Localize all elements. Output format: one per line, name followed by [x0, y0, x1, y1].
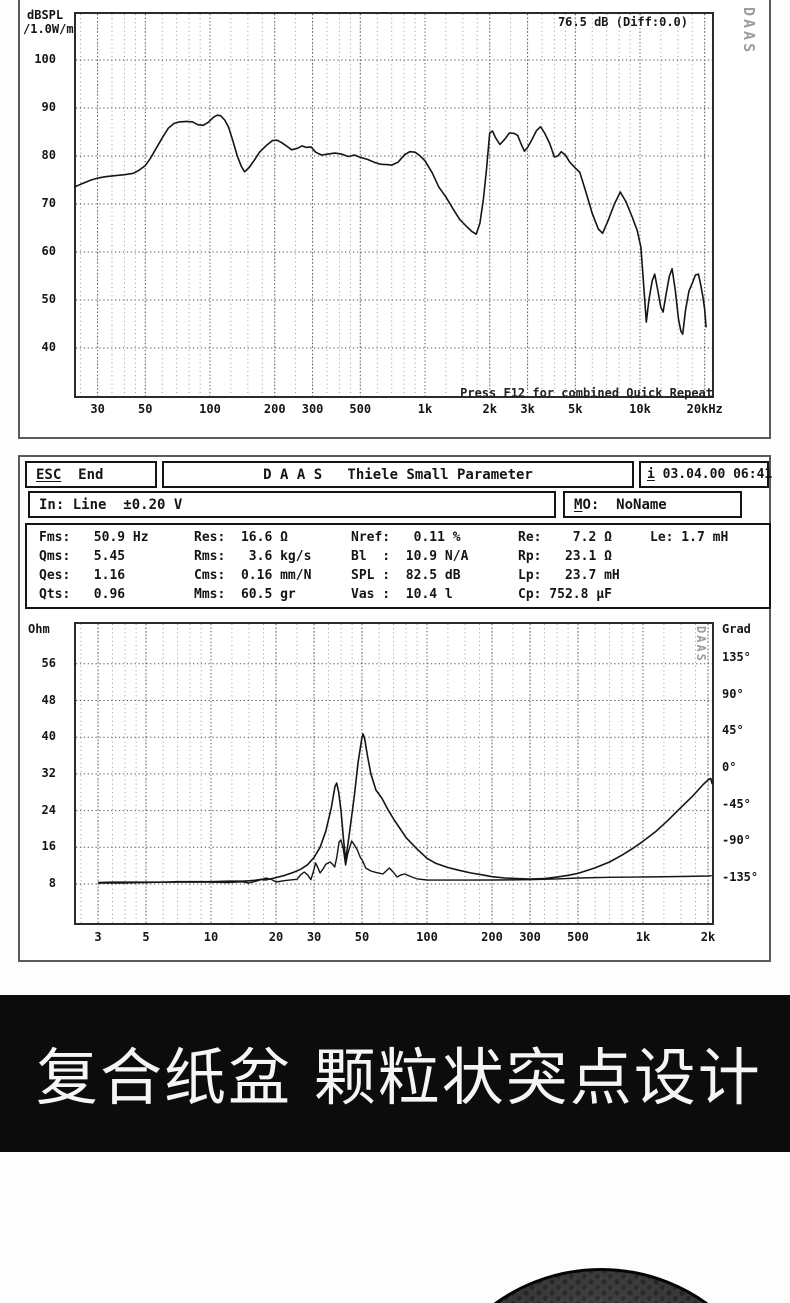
tsp-cell-r2-c1: Cms: 0.16 mm/N: [194, 568, 312, 583]
model-label: O:: [582, 496, 617, 513]
spl-y-tick-40: 40: [41, 340, 56, 354]
impedance-phase-tick-135: 135°: [722, 649, 751, 664]
spl-y-tick-80: 80: [41, 148, 56, 162]
spl-x-tick-20kHz: 20kHz: [686, 402, 723, 416]
impedance-plot: [74, 622, 714, 925]
spl-y-axis-title-line1: dBSPL: [27, 8, 64, 22]
impedance-x-tick-2k: 2k: [700, 930, 716, 944]
impedance-x-tick-300: 300: [519, 930, 541, 944]
impedance-phase-tick--90: -90°: [722, 833, 751, 848]
info-datetime-box: i 03.04.00 06:41: [639, 461, 773, 488]
impedance-x-tick-5: 5: [142, 930, 150, 944]
impedance-phase-tick-90: 90°: [722, 686, 744, 701]
impedance-phase-tick--135: -135°: [722, 870, 759, 885]
tsp-cell-r3-c0: Qts: 0.96: [39, 587, 126, 602]
tsp-cell-r1-c2: Bl : 10.9 N/A: [351, 549, 469, 564]
tsp-cell-r1-c1: Rms: 3.6 kg/s: [194, 549, 312, 564]
tsp-cell-r1-c4: [650, 547, 769, 566]
model-key-label: M: [574, 496, 583, 513]
spl-y-axis-title-line2: /1.0W/m: [23, 22, 74, 36]
tsp-cell-r0-c0: Fms: 50.9 Hz: [39, 530, 149, 545]
tsp-cell-r2-c3: Lp: 23.7 mH: [518, 568, 620, 583]
spl-x-tick-50: 50: [138, 402, 153, 416]
impedance-ohm-tick-8: 8: [48, 876, 56, 890]
info-key-label: i: [647, 467, 655, 482]
spl-y-tick-70: 70: [41, 196, 56, 210]
spl-y-tick-100: 100: [34, 52, 56, 66]
impedance-x-tick-50: 50: [354, 930, 370, 944]
tsp-cell-r0-c4: Le: 1.7 mH: [650, 530, 729, 545]
spl-x-tick-300: 300: [301, 402, 324, 416]
impedance-phase-tick--45: -45°: [722, 796, 751, 811]
spl-x-tick-30: 30: [90, 402, 105, 416]
tsp-cell-r1-c0: Qms: 5.45: [39, 549, 126, 564]
end-label: End: [61, 466, 104, 483]
tsp-cell-r0-c3: Re: 7.2 Ω: [518, 530, 612, 545]
tsp-cell-r2-c4: [650, 566, 769, 585]
impedance-y-left-title: Ohm: [28, 622, 50, 636]
tsp-cell-r2-c2: SPL : 82.5 dB: [351, 568, 461, 583]
impedance-x-tick-500: 500: [567, 930, 589, 944]
impedance-ohm-tick-16: 16: [41, 839, 56, 854]
tsp-title: D A A S Thiele Small Parameter: [263, 466, 533, 483]
feature-banner-text: 复合纸盆 颗粒状突点设计: [36, 1040, 762, 1114]
impedance-x-tick-30: 30: [306, 930, 322, 944]
tsp-cell-r3-c4: [650, 585, 769, 604]
impedance-ohm-tick-48: 48: [41, 692, 56, 707]
impedance-ohm-tick-24: 24: [41, 802, 56, 817]
impedance-x-tick-100: 100: [416, 930, 438, 944]
spl-chart-panel: [18, 0, 771, 439]
esc-end-box: ESC End: [25, 461, 157, 488]
spl-x-tick-1k: 1k: [417, 402, 433, 416]
tsp-cell-r1-c3: Rp: 23.1 Ω: [518, 549, 612, 564]
input-mode-box: In: Line ±0.20 V: [28, 491, 556, 518]
info-datetime: 03.04.00 06:41: [654, 467, 773, 482]
impedance-ohm-tick-32: 32: [41, 765, 56, 780]
impedance-x-tick-1k: 1k: [635, 930, 651, 944]
impedance-x-tick-200: 200: [481, 930, 503, 944]
impedance-phase-tick-45: 45°: [722, 723, 744, 738]
spl-x-tick-500: 500: [349, 402, 372, 416]
tsp-cell-r0-c1: Res: 16.6 Ω: [194, 530, 288, 545]
tsp-cell-r2-c0: Qes: 1.16: [39, 568, 126, 583]
impedance-y-right-title: Grad: [722, 622, 751, 636]
speaker-cone-image: [419, 1268, 783, 1303]
esc-key-label: ESC: [36, 466, 62, 483]
spl-x-tick-2k: 2k: [482, 402, 497, 416]
impedance-x-tick-3: 3: [94, 930, 102, 944]
spl-y-tick-50: 50: [41, 292, 56, 306]
spl-plot: [74, 12, 714, 398]
thiele-small-parameter-table: Fms: 50.9 Hz Res: 16.6 Ω Nref: 0.11 % Re: 7…: [25, 523, 771, 609]
impedance-ohm-tick-40: 40: [41, 729, 56, 744]
daas-watermark-impedance: DAAS: [694, 626, 708, 663]
model-value: NoName: [616, 496, 667, 513]
tsp-cell-r0-c2: Nref: 0.11 %: [351, 530, 461, 545]
model-name-box: M O: NoName: [563, 491, 742, 518]
spl-y-tick-90: 90: [41, 100, 56, 114]
spl-x-tick-100: 100: [199, 402, 221, 416]
tsp-cell-r3-c3: Cp: 752.8 µF: [518, 587, 612, 602]
impedance-phase-tick-0: 0°: [722, 760, 737, 774]
impedance-x-tick-20: 20: [268, 930, 284, 944]
spl-x-tick-3k: 3k: [520, 402, 535, 416]
daas-watermark-spl: DAAS: [740, 7, 758, 56]
spl-x-tick-10k: 10k: [629, 402, 651, 416]
tsp-cell-r3-c2: Vas : 10.4 l: [351, 587, 453, 602]
spl-x-tick-200: 200: [263, 402, 286, 416]
tsp-cell-r3-c1: Mms: 60.5 gr: [194, 587, 296, 602]
impedance-x-tick-10: 10: [203, 930, 219, 944]
spl-footer-hint: Press F12 for combined Quick Repeat: [460, 386, 713, 400]
input-mode-label: In: Line ±0.20 V: [39, 496, 183, 513]
impedance-ohm-tick-56: 56: [41, 655, 56, 670]
feature-banner: 复合纸盆 颗粒状突点设计: [0, 995, 790, 1152]
spl-y-tick-60: 60: [41, 244, 56, 258]
spl-x-tick-5k: 5k: [568, 402, 583, 416]
tsp-title-box: D A A S Thiele Small Parameter: [162, 461, 634, 488]
